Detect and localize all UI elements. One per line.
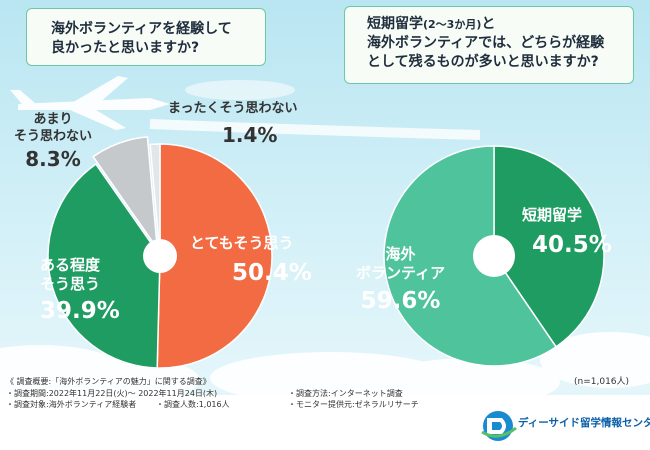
label-not-much-line2: そう思わない [14, 129, 93, 144]
label-very-pct: 50.4% [232, 260, 312, 286]
question-2-line-1: 短期留学(2〜3か月)と [367, 15, 633, 34]
survey-count: ・調査人数:1,016人 [156, 400, 230, 409]
pie-slice-1 [493, 145, 605, 348]
survey-method: ・調査方法:インターネット調査 [288, 388, 403, 398]
question-2-line-3: として残るものが多いと思いますか? [367, 54, 599, 70]
question-2-keyword: 短期留学 [367, 16, 423, 32]
brand-name: ディーサイド留学情報センター [518, 417, 650, 429]
sample-size-note: (n=1,016人) [574, 377, 630, 387]
label-study-abroad: 短期留学 40.5% [522, 206, 612, 259]
pie-slice-2 [383, 145, 558, 367]
question-2-duration: (2〜3か月) [423, 18, 482, 31]
label-volunteer: 海外 ボランティア 59.6% [356, 245, 445, 315]
label-study-abroad-pct: 40.5% [532, 232, 612, 258]
survey-row-1: ・調査期間:2022年11月22日(火)〜 2022年11月24日(木) ・調査… [6, 388, 476, 400]
brand-logo-icon [481, 411, 517, 441]
label-not-at-all: まったくそう思わない 1.4% [168, 100, 297, 147]
airplane-icon [10, 76, 170, 130]
question-box-2: 短期留学(2〜3か月)と 海外ボランティアでは、どちらが経験 として残るものが多… [344, 6, 634, 84]
pie-center-hole [473, 235, 515, 277]
label-not-at-all-line1: まったくそう思わない [168, 101, 298, 116]
pie-slice-3 [92, 136, 159, 252]
label-not-much-pct: 8.3% [25, 147, 81, 171]
question-1-line-1: 海外ボランティアを経験して [51, 21, 232, 37]
pie-slice-1 [156, 143, 273, 369]
survey-provider: ・モニター提供元:ゼネラルリサーチ [288, 400, 419, 409]
label-very: とてもそう思う 50.4% [190, 234, 312, 287]
label-not-at-all-pct: 1.4% [222, 123, 278, 147]
survey-title: 《 調査概要:「海外ボランティアの魅力」に関する調査》 [6, 377, 211, 386]
pie-center-hole [143, 239, 177, 273]
label-volunteer-line2: ボランティア [356, 264, 446, 282]
label-study-abroad-line1: 短期留学 [522, 206, 583, 224]
label-not-much-line1: あまり [33, 112, 73, 127]
question-box-1: 海外ボランティアを経験して 良かったと思いますか? [26, 8, 266, 66]
pie-slice-2 [47, 163, 161, 369]
label-volunteer-pct: 59.6% [360, 288, 441, 314]
label-not-much: あまり そう思わない 8.3% [14, 111, 92, 171]
label-somewhat-line2: そう思う [40, 275, 101, 293]
survey-overview: 《 調査概要:「海外ボランティアの魅力」に関する調査》 ・調査期間:2022年1… [6, 376, 476, 411]
pie-slice-4 [149, 143, 161, 257]
label-somewhat: ある程度 そう思う 39.9% [40, 256, 120, 325]
label-somewhat-pct: 39.9% [40, 298, 120, 324]
question-2-line-2: 海外ボランティアでは、どちらが経験 [367, 35, 605, 51]
label-somewhat-line1: ある程度 [40, 256, 101, 274]
label-very-line1: とてもそう思う [190, 234, 294, 252]
survey-target: ・調査対象:海外ボランティア経験者 [6, 400, 137, 409]
label-volunteer-line1: 海外 [385, 245, 416, 263]
survey-period: ・調査期間:2022年11月22日(火)〜 2022年11月24日(木) [6, 388, 218, 398]
question-2-connector: と [481, 16, 496, 32]
question-1-line-2: 良かったと思いますか? [51, 40, 200, 56]
survey-row-2: ・調査対象:海外ボランティア経験者 ・調査人数:1,016人 ・モニター提供元:… [6, 399, 476, 411]
